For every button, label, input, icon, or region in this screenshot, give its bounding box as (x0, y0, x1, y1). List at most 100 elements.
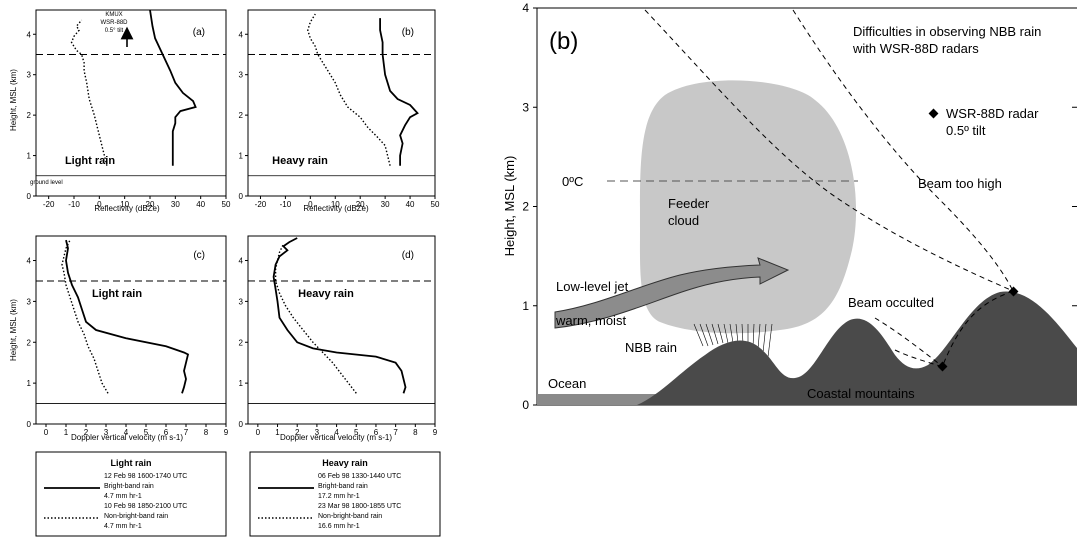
x-tick-label: 30 (381, 200, 390, 209)
x-tick-label: 7 (393, 428, 398, 437)
jet-label-line1: Low-level jet (556, 279, 629, 294)
x-tick-label: 5 (354, 428, 359, 437)
legend-light-rain: Light rain 12 Feb 98 1600-1740 UTC Brigh… (35, 451, 227, 537)
legend-heavy-box (249, 451, 441, 537)
x-tick-label: 4 (334, 428, 339, 437)
x-tick-label: 50 (222, 200, 231, 209)
schematic-y-tick-label: 3 (522, 100, 529, 114)
legend-light-solid-type: Bright-band rain (104, 483, 154, 490)
jet-label-line2: warm, moist (555, 313, 626, 328)
ground-level-label: ground level (30, 180, 63, 186)
x-tick-label: 3 (104, 428, 109, 437)
x-tick-label: 6 (374, 428, 379, 437)
y-tick-label: 3 (27, 71, 32, 80)
schematic-title-line2: with WSR-88D radars (852, 41, 979, 56)
x-tick-label: 2 (84, 428, 89, 437)
panel-d-label: (d) (402, 250, 414, 261)
x-tick-label: 6 (164, 428, 169, 437)
beam-to-second-radar (942, 290, 1014, 366)
x-tick-label: 9 (224, 428, 229, 437)
x-tick-label: 20 (146, 200, 155, 209)
schematic-panel: 0 1 2 3 4 Height, MSL (km) (b) Difficulties … (502, 1, 1077, 412)
y-tick-label: 0 (27, 420, 32, 429)
legend-heavy-dotted-rate: 16.6 mm hr-1 (318, 523, 360, 530)
nbb-rain-streaks (693, 323, 773, 358)
y-tick-label: 1 (27, 152, 32, 161)
legend-heavy-solid-type: Bright-band rain (318, 483, 368, 490)
y-tick-label: 4 (27, 257, 32, 266)
radar-name-label: KMUX (105, 12, 122, 18)
freezing-level-label: 0ºC (562, 174, 583, 189)
x-tick-label: 9 (433, 428, 438, 437)
schematic-y-tick-label: 1 (522, 299, 529, 313)
coastal-mountains (637, 291, 1077, 405)
nbb-rain-label: NBB rain (625, 340, 677, 355)
beam-occulted-label: Beam occulted (848, 295, 934, 310)
panel-d-rain-label: Heavy rain (298, 288, 354, 300)
radar-diamond-lower (937, 361, 948, 372)
panel-c-xlabel: Doppler vertical velocity (m s-1) (71, 433, 183, 442)
radar-tilt-label: 0.5° tilt (105, 28, 124, 34)
panel-d-marks: 0 1 2 3 4 5 6 7 8 9 0 1 2 3 4 (239, 235, 438, 437)
schematic-ylabel: Height, MSL (km) (502, 156, 517, 257)
legend-heavy-solid-rate: 17.2 mm hr-1 (318, 493, 360, 500)
legend-heavy-title: Heavy rain (322, 458, 368, 468)
non-bright-band-series (70, 19, 108, 166)
y-tick-label: 1 (239, 379, 244, 388)
y-tick-label: 3 (239, 71, 244, 80)
legend-light-solid-rate: 4.7 mm hr-1 (104, 493, 142, 500)
y-tick-label: 4 (239, 257, 244, 266)
panel-a-reflectivity-light: -20 -10 0 10 20 30 40 50 0 1 2 3 4 (a) Light rain gr… (9, 9, 231, 213)
bright-band-series (272, 237, 407, 394)
x-tick-label: 40 (196, 200, 205, 209)
legend-radar-tilt: 0.5º tilt (946, 123, 986, 138)
panel-b-marks: -20 -10 0 10 20 30 40 50 0 1 2 3 4 (239, 9, 440, 209)
legend-radar-label: WSR-88D radar (946, 106, 1039, 121)
y-tick-label: 3 (239, 297, 244, 306)
legend-light-solid-date: 12 Feb 98 1600-1740 UTC (104, 473, 187, 480)
legend-heavy-solid-date: 06 Feb 98 1330-1440 UTC (318, 473, 401, 480)
bright-band-series (149, 9, 197, 166)
bright-band-series (65, 239, 190, 394)
x-tick-label: 2 (295, 428, 300, 437)
schematic-y-tick-label: 0 (522, 398, 529, 412)
panel-c-rain-label: Light rain (92, 288, 142, 300)
ocean-label: Ocean (548, 376, 586, 391)
panel-a-marks: -20 -10 0 10 20 30 40 50 0 1 2 3 4 (27, 9, 231, 209)
x-tick-label: 8 (413, 428, 418, 437)
ocean-surface (537, 394, 657, 405)
x-tick-label: 7 (184, 428, 189, 437)
y-tick-label: 0 (239, 420, 244, 429)
x-tick-label: 30 (171, 200, 180, 209)
panel-a-frame (35, 9, 227, 197)
panel-b-frame (247, 9, 436, 197)
schematic-y-tick-label: 4 (522, 1, 529, 15)
beam-occulted-line (874, 317, 943, 367)
mountains-label: Coastal mountains (807, 386, 915, 401)
panel-a-label: (a) (193, 27, 205, 38)
beam-upper-edge (644, 9, 1014, 292)
low-level-jet-arrow (554, 257, 790, 329)
legend-light-dotted-type: Non-bright-band rain (104, 513, 168, 520)
bright-band-series (379, 18, 419, 166)
x-tick-label: 4 (124, 428, 129, 437)
panel-c-label: (c) (193, 250, 205, 261)
panel-c-marks: 0 1 2 3 4 5 6 7 8 9 0 1 2 3 4 (27, 235, 229, 437)
legend-heavy-dotted-date: 23 Mar 98 1800-1855 UTC (318, 503, 401, 510)
legend-light-dotted-rate: 4.7 mm hr-1 (104, 523, 142, 530)
x-tick-label: 40 (406, 200, 415, 209)
x-tick-label: 5 (144, 428, 149, 437)
panel-a-ylabel: Height, MSL (km) (9, 69, 18, 131)
y-tick-label: 1 (27, 379, 32, 388)
y-tick-label: 4 (239, 30, 244, 39)
y-tick-label: 4 (27, 30, 32, 39)
schematic-y-tick-label: 2 (522, 200, 529, 214)
legend-light-box (35, 451, 227, 537)
y-tick-label: 2 (239, 111, 244, 120)
panel-b-xlabel: Reflectivity (dBZe) (303, 204, 369, 213)
non-bright-band-series (274, 243, 357, 394)
panel-b-rain-label: Heavy rain (272, 155, 328, 167)
y-tick-label: 2 (27, 111, 32, 120)
y-tick-label: 0 (27, 192, 32, 201)
